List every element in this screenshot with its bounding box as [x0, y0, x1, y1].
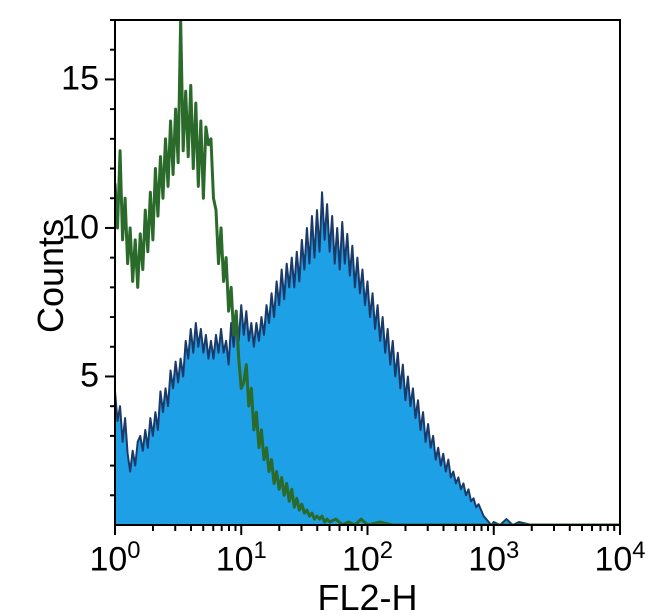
- x-tick-label: 104: [594, 537, 645, 579]
- x-tick-label: 102: [342, 537, 393, 579]
- y-tick-label: 15: [61, 60, 99, 99]
- y-tick-label: 10: [61, 208, 99, 247]
- x-tick-label: 103: [468, 537, 519, 579]
- x-axis-label: FL2-H: [317, 577, 417, 615]
- chart-container: Counts FL2-H 10010110210310451015: [0, 0, 650, 615]
- x-tick-label: 100: [89, 537, 140, 579]
- x-tick-label: 101: [216, 537, 267, 579]
- y-tick-label: 5: [80, 357, 99, 396]
- series-fill-blue: [115, 192, 620, 525]
